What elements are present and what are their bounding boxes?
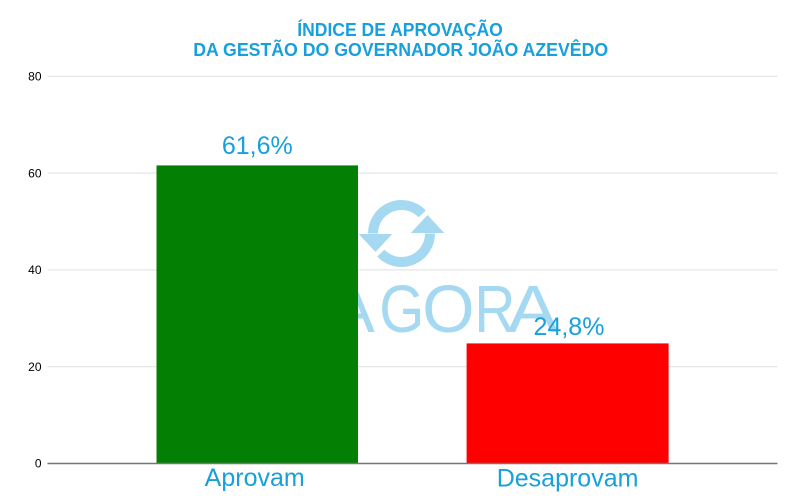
svg-text:R: R — [474, 272, 515, 347]
svg-text:24,8%: 24,8% — [534, 313, 605, 341]
svg-text:40: 40 — [28, 263, 42, 277]
svg-text:O: O — [422, 272, 474, 347]
svg-text:Aprovam: Aprovam — [205, 464, 305, 492]
svg-text:60: 60 — [28, 166, 42, 180]
svg-text:80: 80 — [28, 70, 42, 84]
svg-text:61,6%: 61,6% — [222, 132, 293, 160]
svg-text:A: A — [508, 272, 559, 347]
svg-text:ÍNDICE DE APROVAÇÃO: ÍNDICE DE APROVAÇÃO — [297, 19, 503, 40]
svg-text:DA GESTÃO DO GOVERNADOR JOÃO A: DA GESTÃO DO GOVERNADOR JOÃO AZEVÊDO — [193, 39, 608, 60]
svg-text:20: 20 — [28, 360, 42, 374]
svg-text:G: G — [379, 272, 424, 347]
svg-text:0: 0 — [35, 457, 42, 471]
svg-text:Desaprovam: Desaprovam — [497, 465, 639, 493]
